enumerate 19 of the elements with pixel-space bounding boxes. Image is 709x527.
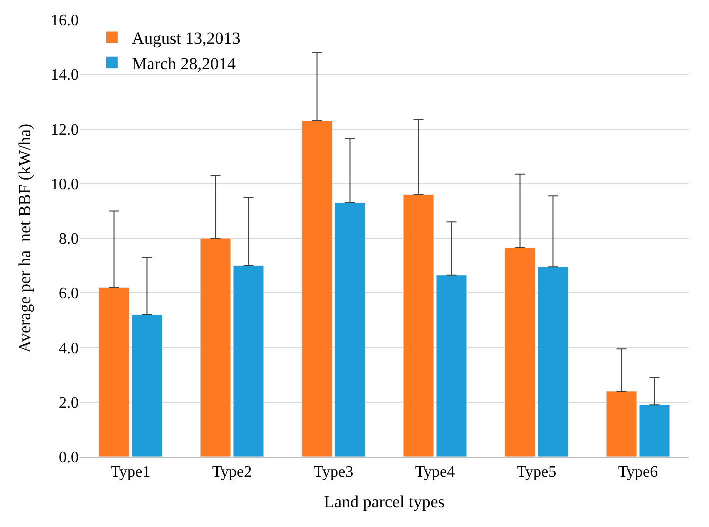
- y-tick-label: 8.0: [59, 231, 79, 248]
- x-tick-label: Type4: [415, 464, 456, 482]
- y-tick-label: 0.0: [59, 450, 79, 467]
- x-tick-label: Type5: [516, 464, 557, 482]
- legend-label: August 13,2013: [132, 29, 241, 48]
- x-axis-title: Land parcel types: [324, 492, 445, 512]
- y-tick-label: 14.0: [51, 67, 79, 84]
- y-axis-title: Average per ha net BBF (kW/ha): [16, 124, 35, 354]
- y-tick-label: 6.0: [59, 286, 79, 303]
- y-tick-label: 12.0: [51, 122, 79, 139]
- x-tick-label: Type6: [618, 464, 658, 482]
- y-tick-label: 10.0: [51, 176, 79, 194]
- x-tick-label: Type2: [212, 464, 252, 482]
- x-tick-label: Type1: [110, 464, 151, 482]
- x-tick-label: Type3: [314, 464, 354, 482]
- legend-label: March 28,2014: [132, 54, 237, 74]
- y-tick-label: 2.0: [59, 394, 79, 412]
- y-tick-label: 16.0: [51, 12, 79, 30]
- y-tick-label: 4.0: [59, 340, 79, 358]
